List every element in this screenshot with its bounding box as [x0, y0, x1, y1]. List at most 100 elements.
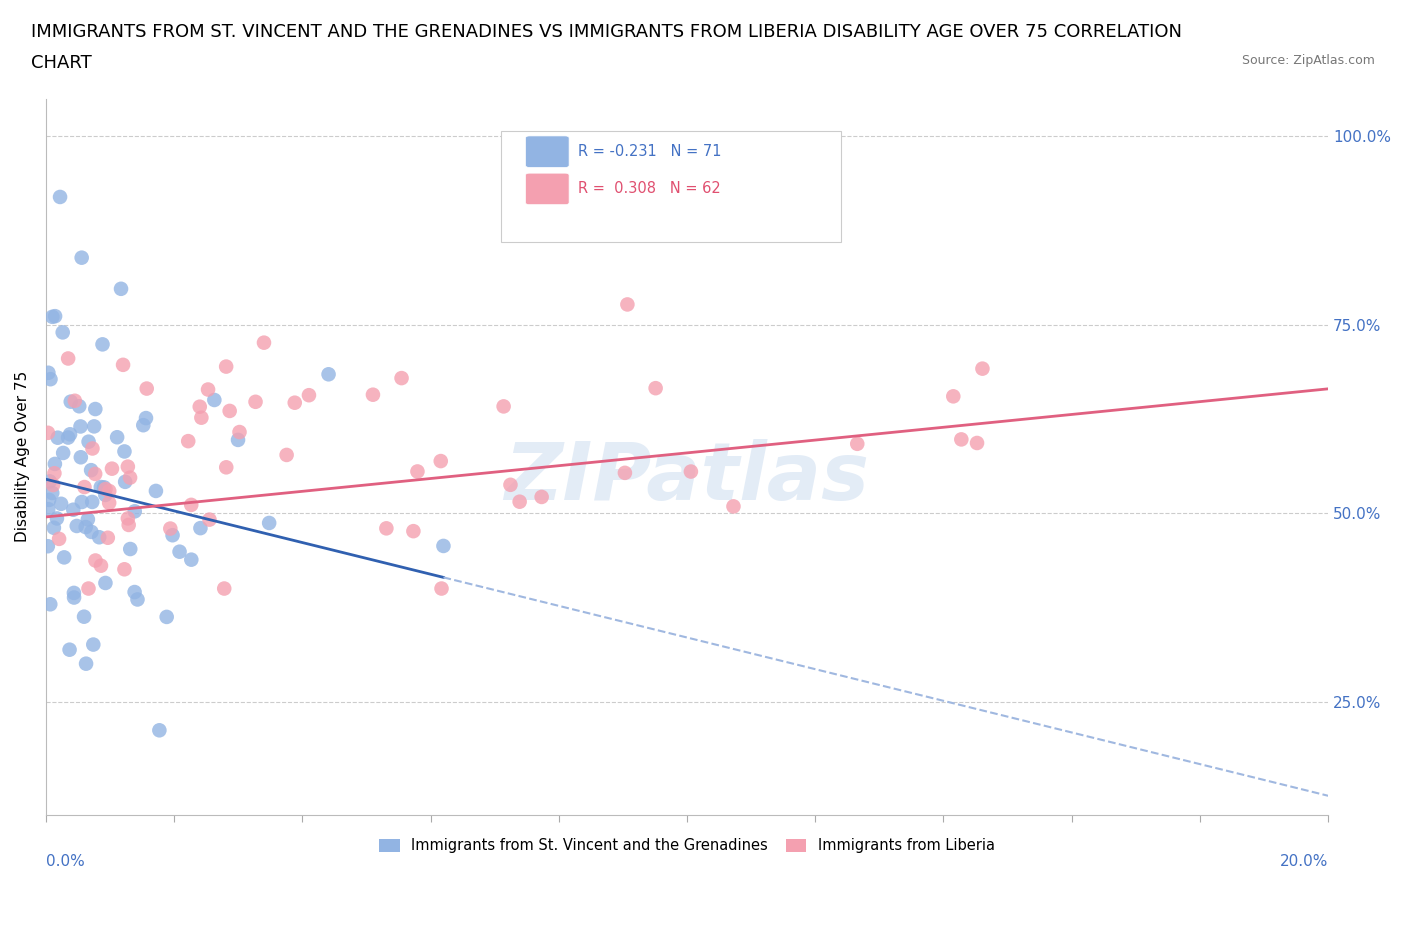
Point: [70, 495, 93, 510]
Point: [215, 459, 238, 474]
Point: [63, 586, 86, 601]
Point: [972, 361, 994, 376]
Point: [226, 432, 249, 447]
Point: [114, 444, 136, 458]
Point: [52, 445, 75, 460]
Point: [950, 432, 973, 446]
Text: ZIPatlas: ZIPatlas: [505, 439, 869, 517]
Point: [41, 310, 63, 325]
Point: [177, 433, 200, 448]
Point: [75, 657, 97, 671]
Point: [406, 464, 429, 479]
Point: [80, 463, 103, 478]
Point: [56, 351, 79, 365]
Point: [70, 250, 93, 265]
Point: [62, 502, 84, 517]
Point: [613, 465, 636, 480]
Point: [75, 520, 97, 535]
Point: [90, 558, 112, 573]
Text: CHART: CHART: [31, 54, 91, 72]
Point: [120, 471, 142, 485]
Point: [429, 454, 451, 469]
Point: [101, 461, 124, 476]
Point: [188, 399, 211, 414]
Point: [44, 309, 66, 324]
Point: [98, 484, 121, 498]
Point: [124, 585, 146, 600]
Point: [198, 512, 221, 527]
Point: [45, 511, 67, 525]
Point: [112, 357, 135, 372]
Point: [77, 434, 100, 449]
Point: [723, 499, 745, 514]
Point: [105, 430, 128, 445]
Point: [245, 394, 267, 409]
Point: [89, 530, 111, 545]
Point: [39, 597, 62, 612]
Point: [391, 371, 413, 386]
Point: [73, 480, 96, 495]
Point: [110, 282, 132, 297]
Point: [84, 553, 107, 568]
Point: [42, 478, 65, 493]
Point: [430, 581, 453, 596]
Point: [73, 609, 96, 624]
Point: [298, 388, 321, 403]
Point: [69, 450, 91, 465]
Point: [59, 394, 82, 409]
Point: [616, 297, 638, 312]
Text: 20.0%: 20.0%: [1279, 854, 1329, 869]
Point: [509, 494, 531, 509]
Point: [49, 190, 72, 205]
Point: [37, 538, 59, 553]
FancyBboxPatch shape: [526, 173, 569, 205]
Point: [120, 541, 142, 556]
Point: [118, 517, 141, 532]
Point: [94, 482, 117, 497]
Point: [375, 521, 398, 536]
Text: R =  0.308   N = 62: R = 0.308 N = 62: [578, 181, 721, 196]
Point: [112, 562, 135, 577]
Point: [499, 477, 522, 492]
Point: [38, 474, 60, 489]
Point: [38, 493, 60, 508]
Point: [67, 399, 90, 414]
Point: [82, 637, 104, 652]
Point: [93, 480, 115, 495]
Point: [124, 504, 146, 519]
Point: [77, 581, 100, 596]
Point: [966, 435, 988, 450]
Point: [190, 410, 212, 425]
Point: [39, 372, 62, 387]
Point: [41, 485, 63, 500]
Point: [228, 425, 250, 440]
Point: [180, 498, 202, 512]
Point: [48, 531, 70, 546]
Point: [180, 552, 202, 567]
Point: [90, 480, 112, 495]
Point: [97, 530, 120, 545]
Y-axis label: Disability Age Over 75: Disability Age Over 75: [15, 371, 30, 542]
Point: [361, 387, 384, 402]
Point: [117, 511, 139, 525]
Point: [46, 431, 69, 445]
Point: [37, 365, 59, 380]
Point: [82, 441, 104, 456]
Point: [318, 366, 340, 381]
Point: [197, 382, 219, 397]
Point: [44, 457, 66, 472]
Point: [98, 496, 121, 511]
Point: [69, 419, 91, 434]
Point: [215, 359, 238, 374]
Point: [94, 576, 117, 591]
Point: [169, 544, 191, 559]
Point: [156, 609, 179, 624]
Point: [276, 447, 298, 462]
Point: [190, 521, 212, 536]
Point: [530, 489, 553, 504]
Text: Source: ZipAtlas.com: Source: ZipAtlas.com: [1241, 54, 1375, 67]
Point: [135, 381, 157, 396]
Point: [145, 484, 167, 498]
Point: [846, 436, 869, 451]
Text: R = -0.231   N = 71: R = -0.231 N = 71: [578, 144, 721, 159]
